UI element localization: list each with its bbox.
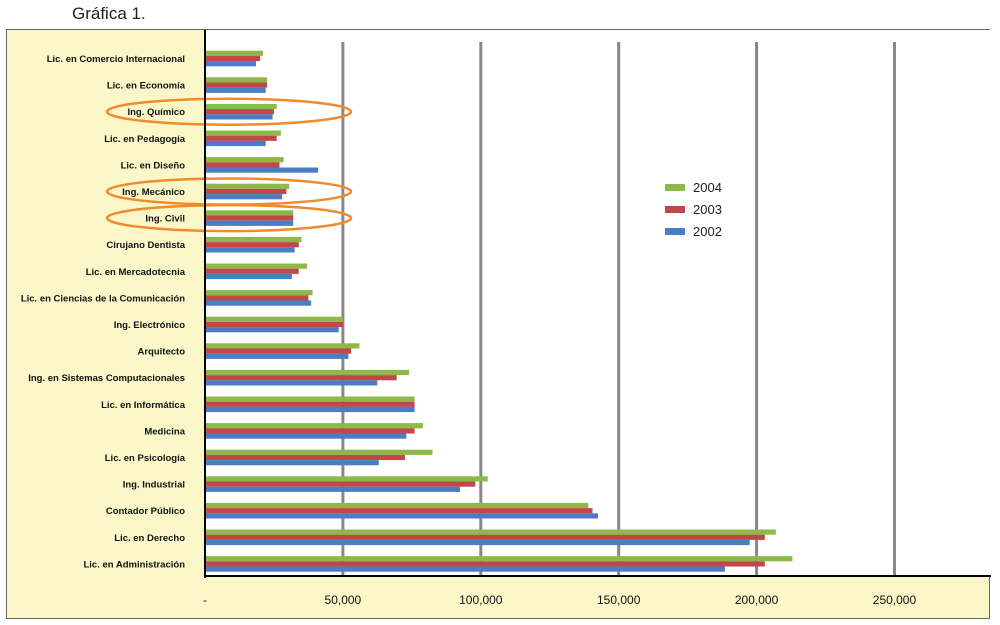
bar-2004-7 [205,236,302,243]
bar-2002-3 [205,140,266,147]
bar-2003-9 [205,295,309,301]
category-label: Lic. en Pedagogía [104,134,185,145]
x-tick-label: - [203,593,207,607]
bar-2004-2 [205,103,277,110]
category-label: Lic. en Administración [83,559,185,570]
bar-2004-16 [205,476,488,482]
category-label: Lic. en Ciencias de la Comunicación [21,293,185,304]
bar-2004-19 [205,556,793,562]
bar-2002-19 [205,566,725,572]
bar-2002-0 [205,61,257,67]
bar-2002-14 [205,433,407,439]
bar-2002-5 [205,194,283,200]
category-label: Ing. Electrónico [114,320,185,331]
bar-2003-1 [205,82,268,88]
bar-2004-1 [205,77,268,83]
legend-label-2003: 2003 [693,202,722,217]
bar-2003-8 [205,268,299,274]
bar-2003-14 [205,428,415,434]
legend-swatch-2002 [665,228,685,235]
bar-2003-7 [205,242,299,248]
bar-2002-13 [205,406,415,413]
category-label: Lic. en Diseño [121,160,186,171]
bar-2003-12 [205,375,397,381]
legend-label-2004: 2004 [693,180,722,195]
bar-2002-4 [205,167,319,173]
bar-2002-17 [205,513,598,519]
category-label: Lic. en Derecho [114,533,185,544]
bar-2003-3 [205,135,277,141]
bar-2004-11 [205,343,360,349]
category-label: Medicina [144,426,185,437]
bar-2003-0 [205,55,261,62]
category-label: Contador Público [106,506,185,517]
category-label: Lic. en Mercadotecnia [86,267,186,278]
category-label: Lic. en Psicología [105,453,186,464]
chart-frame: Lic. en Comercio Internacional Lic. en Ec… [6,29,991,619]
bar-2003-5 [205,188,287,195]
bar-2002-15 [205,460,379,466]
x-tick-label: 150,000 [597,593,641,607]
bar-2002-18 [205,539,750,546]
bar-2004-18 [205,529,776,535]
bar-2004-0 [205,50,263,56]
bar-2004-17 [205,502,589,509]
bar-2002-2 [205,114,273,120]
bar-2002-16 [205,486,461,492]
bar-2004-9 [205,290,313,296]
category-label: Lic. en Comercio Internacional [47,54,185,65]
bar-2004-14 [205,423,423,429]
x-tick-label: 50,000 [325,593,362,607]
category-label: Ing. Civil [145,214,185,225]
bar-2003-15 [205,454,405,461]
bar-2002-1 [205,87,266,93]
category-label: Ing. Mecánico [122,187,185,198]
bar-2002-11 [205,353,349,359]
figure-caption: Gráfica 1. [72,4,146,23]
bar-chart: Lic. en Comercio Internacional Lic. en Ec… [21,30,991,607]
category-label: Lic. en Economía [107,81,186,92]
plot-area [205,30,991,576]
bar-2003-17 [205,508,593,514]
bar-2002-10 [205,327,339,333]
x-tick-label: 250,000 [873,593,917,607]
category-label: Arquitecto [138,347,186,358]
legend-swatch-2004 [665,184,685,191]
bar-2003-19 [205,561,765,567]
highlight-ellipse-2 [105,203,353,233]
bar-2002-12 [205,380,378,386]
bar-2004-8 [205,263,308,269]
category-label: Lic. en Informática [101,400,186,411]
x-tick-label: 100,000 [459,593,503,607]
bar-2004-4 [205,157,284,163]
bar-2003-11 [205,348,352,354]
legend-label-2002: 2002 [693,224,722,239]
bar-2003-6 [205,215,294,221]
category-label: Ing. en Sistemas Computacionales [28,373,185,384]
bar-2003-13 [205,401,415,407]
highlight-ellipse-0 [105,97,353,126]
bar-2003-10 [205,321,343,328]
bar-2004-15 [205,449,433,455]
bar-2004-10 [205,316,343,322]
bar-2002-9 [205,300,312,306]
bar-2003-2 [205,109,274,115]
bar-2002-8 [205,273,292,280]
category-label: Ing. Químico [127,107,185,118]
bar-2002-7 [205,247,295,253]
legend-swatch-2003 [665,206,685,213]
bar-2002-6 [205,220,294,226]
bar-2003-18 [205,534,765,540]
x-tick-label: 200,000 [735,593,779,607]
category-label: Ing. Industrial [123,480,185,491]
bar-2003-4 [205,162,280,168]
bar-2004-6 [205,210,294,216]
bar-2003-16 [205,481,476,487]
bar-2004-12 [205,369,410,376]
bar-2004-13 [205,396,415,402]
category-label: Cirujano Dentista [106,240,185,251]
bar-2004-3 [205,130,281,136]
bar-2004-5 [205,183,290,189]
